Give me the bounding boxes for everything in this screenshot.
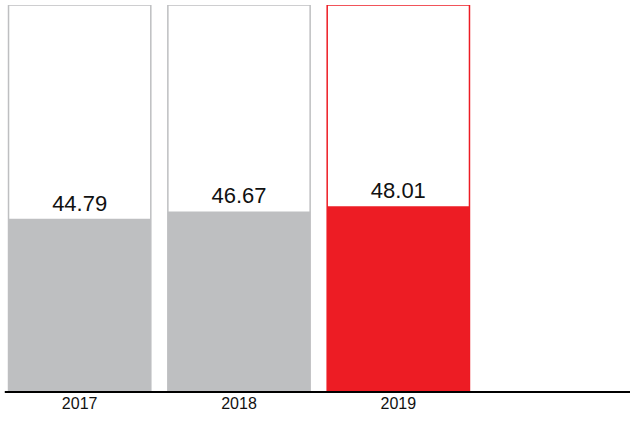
svg-text:2019: 2019 xyxy=(381,395,417,412)
svg-text:44.79: 44.79 xyxy=(52,191,107,216)
svg-text:46.67: 46.67 xyxy=(211,183,266,208)
svg-text:2018: 2018 xyxy=(221,395,257,412)
svg-text:48.01: 48.01 xyxy=(371,178,426,203)
svg-text:2017: 2017 xyxy=(62,395,98,412)
